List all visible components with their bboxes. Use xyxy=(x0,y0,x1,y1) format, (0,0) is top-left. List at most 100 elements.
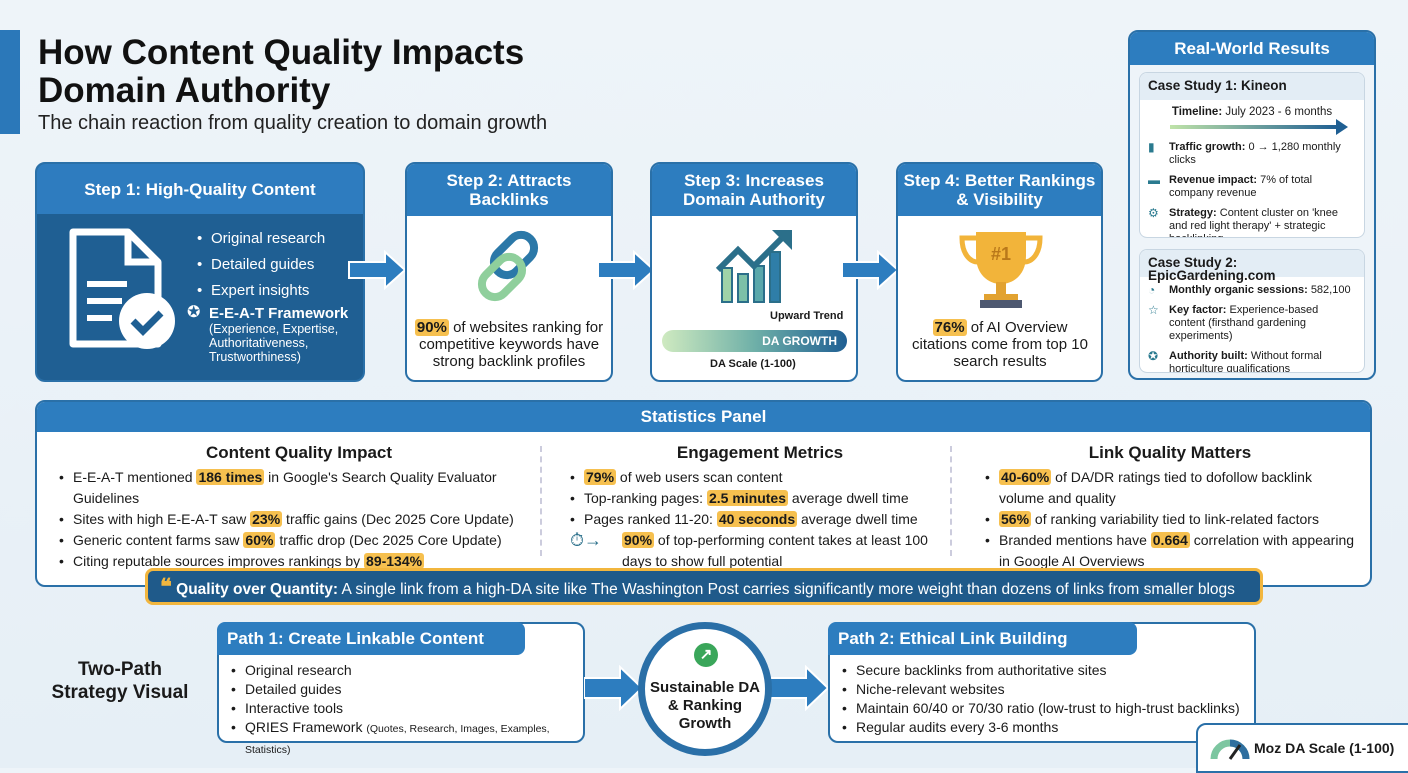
stat-item: Sites with high E-E-A-T saw 23% traffic … xyxy=(59,509,539,530)
stat-text: in Google's Search Quality Evaluator Gui… xyxy=(73,469,497,506)
step-3-card: Step 3: Increases Domain Authority Upwar… xyxy=(650,162,858,382)
stat-item: E-E-A-T mentioned 186 times in Google's … xyxy=(59,467,539,509)
stat-highlight: 40-60% xyxy=(999,469,1052,485)
stat-text: average dwell time xyxy=(788,490,909,506)
page-title: How Content Quality Impacts Domain Author… xyxy=(38,34,524,110)
stat-highlight: 0.664 xyxy=(1150,532,1190,548)
stat-text: of web users scan content xyxy=(616,469,783,485)
trophy-text: #1 xyxy=(991,244,1011,264)
step-1-card: Step 1: High-Quality Content Original re… xyxy=(35,162,365,382)
row-label: Strategy: xyxy=(1169,207,1217,219)
stats-title: Statistics Panel xyxy=(37,402,1370,432)
eeat-detail: (Experience, Expertise, Authoritativenes… xyxy=(209,322,339,364)
da-scale-label: DA Scale (1-100) xyxy=(710,358,796,370)
row-text: Content cluster on 'knee and red light t… xyxy=(1169,207,1339,237)
case-study-2: Case Study 2: EpicGardening.com ◔ Monthly… xyxy=(1139,249,1365,373)
path-1-title: Path 1: Create Linkable Content xyxy=(217,622,525,655)
step-2-card: Step 2: Attracts Backlinks 90% of websit… xyxy=(405,162,613,382)
step-2-text: of websites ranking for competitive keyw… xyxy=(418,319,604,370)
stat-highlight: 60% xyxy=(243,532,276,548)
stat-highlight: 89-134% xyxy=(364,553,425,569)
stat-text: Top-ranking pages: xyxy=(584,490,707,506)
gauge-icon xyxy=(1210,739,1250,760)
da-growth-bar: DA GROWTH xyxy=(662,330,847,352)
row-label: Monthly organic sessions: xyxy=(1169,284,1308,296)
arrow-right-icon xyxy=(348,250,407,290)
path-2-item: Regular audits every 3-6 months xyxy=(842,718,1244,737)
stat-text: of ranking variability tied to link-rela… xyxy=(1031,511,1319,527)
stat-text: E-E-A-T mentioned xyxy=(73,469,197,485)
stat-highlight: 90% xyxy=(622,532,655,548)
stat-text: Citing reputable sources improves rankin… xyxy=(73,553,365,569)
eeat-title: E-E-A-T Framework xyxy=(209,305,349,322)
page-subtitle: The chain reaction from quality creation… xyxy=(38,112,548,134)
stat-highlight: 2.5 minutes xyxy=(706,490,788,506)
clock-icon: ⏱→ xyxy=(570,530,603,550)
step-2-title: Step 2: Attracts Backlinks xyxy=(407,164,611,216)
stat-text: of DA/DR ratings tied to dofollow backli… xyxy=(999,469,1312,506)
stat-text: Branded mentions have xyxy=(999,532,1151,548)
stat-highlight: 76% xyxy=(932,319,967,336)
stat-item: Branded mentions have 0.664 correlation … xyxy=(985,530,1355,572)
path-1-item: Interactive tools xyxy=(231,699,573,718)
row-text: 7% of total company revenue xyxy=(1169,174,1313,199)
step-1-item: Original research xyxy=(197,226,325,252)
timeline-label: Timeline: xyxy=(1171,106,1223,118)
bar-chart-icon: ▮ xyxy=(1148,140,1155,154)
moz-da-label: Moz DA Scale (1-100) xyxy=(1254,740,1395,756)
step-4-card: Step 4: Better Rankings & Visibility #1 … xyxy=(896,162,1103,382)
stat-text: Sites with high E-E-A-T saw xyxy=(73,511,251,527)
stat-item: 40-60% of DA/DR ratings tied to dofollow… xyxy=(985,467,1355,509)
qries-detail: (Quotes, Research, Images, Examples, Sta… xyxy=(245,723,550,756)
path-1-item: Detailed guides xyxy=(231,680,573,699)
stat-highlight: 40 seconds xyxy=(716,511,798,527)
row-text: Experience-based content (firsthand gard… xyxy=(1169,304,1319,342)
timeline-bar xyxy=(1170,119,1348,135)
real-world-results-panel: Real-World Results Case Study 1: Kineon … xyxy=(1128,30,1376,380)
quote-label: Quality over Quantity: xyxy=(176,581,339,598)
path-2-item: Niche-relevant websites xyxy=(842,680,1244,699)
path-1-item: Original research xyxy=(231,661,573,680)
path-1-item: QRIES Framework xyxy=(245,719,363,735)
step-4-title: Step 4: Better Rankings & Visibility xyxy=(898,164,1101,216)
stat-highlight: 79% xyxy=(584,469,617,485)
results-title: Real-World Results xyxy=(1130,32,1374,65)
speedometer-icon: ◔ xyxy=(1148,283,1156,297)
column-title: Link Quality Matters xyxy=(1088,443,1252,462)
stat-highlight: 186 times xyxy=(196,469,265,485)
quote-text: A single link from a high-DA site like T… xyxy=(338,581,1235,598)
stat-item: 56% of ranking variability tied to link-… xyxy=(985,509,1355,530)
title-line-1: How Content Quality Impacts xyxy=(38,33,525,72)
row-label: Traffic growth: xyxy=(1169,141,1246,153)
row-label: Revenue impact: xyxy=(1169,174,1258,186)
stat-text: traffic gains (Dec 2025 Core Update) xyxy=(282,511,514,527)
arrow-right-icon xyxy=(597,250,656,290)
stat-highlight: 23% xyxy=(250,511,283,527)
stats-column: Link Quality Matters 40-60% of DA/DR rati… xyxy=(985,442,1355,572)
arrow-right-icon xyxy=(841,250,900,290)
path-2-item: Secure backlinks from authoritative site… xyxy=(842,661,1244,680)
stat-text: traffic drop (Dec 2025 Core Update) xyxy=(275,532,502,548)
stats-column: Engagement Metrics 79% of web users scan … xyxy=(570,442,950,572)
stat-item: Citing reputable sources improves rankin… xyxy=(59,551,539,572)
row-label: Authority built: xyxy=(1169,350,1248,362)
award-icon: ✪ xyxy=(1148,349,1159,363)
path-2-title: Path 2: Ethical Link Building xyxy=(828,622,1137,655)
column-title: Engagement Metrics xyxy=(676,443,844,462)
money-icon: ▬ xyxy=(1148,173,1160,187)
stat-text: Pages ranked 11-20: xyxy=(584,511,717,527)
stat-text: correlation with appearing in Google AI … xyxy=(999,532,1355,569)
gear-icon: ⚙ xyxy=(1148,206,1159,220)
trophy-icon: #1 xyxy=(959,232,1043,308)
case-study-1: Case Study 1: Kineon Timeline: July 2023… xyxy=(1139,72,1365,238)
stat-item: Generic content farms saw 60% traffic dr… xyxy=(59,530,539,551)
row-text: Without formal horticulture qualificatio… xyxy=(1169,350,1322,373)
row-text: 582,100 xyxy=(1310,284,1351,296)
statistics-panel: Statistics Panel Content Quality Impact E… xyxy=(35,400,1372,587)
award-icon: ✪ xyxy=(187,304,201,321)
step-4-text: of AI Overview citations come from top 1… xyxy=(912,319,1088,370)
accent-bar xyxy=(0,30,20,134)
row-text: 0 → 1,280 monthly clicks xyxy=(1169,141,1341,166)
column-title: Content Quality Impact xyxy=(205,443,393,462)
stats-column: Content Quality Impact E-E-A-T mentioned … xyxy=(59,442,539,572)
